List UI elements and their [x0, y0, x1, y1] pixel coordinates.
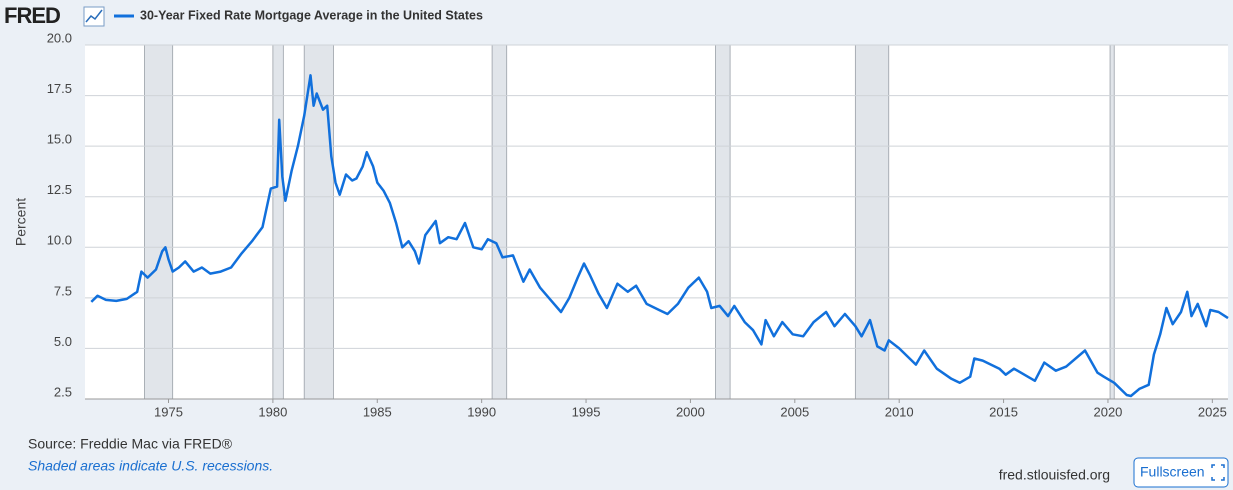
y-tick-label: 12.5	[47, 182, 72, 197]
fullscreen-button[interactable]: Fullscreen	[1133, 457, 1229, 488]
recession-band	[715, 44, 731, 400]
button-frame[interactable]	[1133, 457, 1229, 488]
logo-icon	[83, 6, 105, 27]
x-tick-label: 1975	[154, 404, 183, 419]
y-tick-label: 17.5	[47, 81, 72, 96]
x-tick-label: 1990	[467, 404, 496, 419]
y-tick-label: 10.0	[47, 233, 72, 248]
x-tick-label: 1985	[363, 404, 392, 419]
plot-area	[85, 45, 1228, 399]
recession-band	[854, 44, 890, 400]
y-tick-label: 7.5	[54, 283, 72, 298]
x-tick-label: 2005	[780, 404, 809, 419]
site: fred.stlouisfed.org	[999, 467, 1110, 483]
recession-band	[272, 44, 284, 400]
recession-band	[144, 44, 174, 400]
x-tick-label: 1995	[572, 404, 601, 419]
y-tick-label: 2.5	[54, 384, 72, 399]
series-line	[90, 74, 1229, 398]
x-tick-label: 2010	[885, 404, 914, 419]
button-label[interactable]: Fullscreen	[1140, 464, 1205, 480]
x-tick-label: 2025	[1198, 404, 1227, 419]
source: Source: Freddie Mac via FRED®	[28, 436, 233, 452]
y-tick-label: 15.0	[47, 132, 72, 147]
note: Shaded areas indicate U.S. recessions.	[28, 458, 273, 474]
y-axis-label: Percent	[13, 198, 29, 246]
x-tick-label: 1980	[258, 404, 287, 419]
legend-entry: 30-Year Fixed Rate Mortgage Average in t…	[140, 8, 483, 22]
x-tick-label: 2020	[1093, 404, 1122, 419]
recession-band	[491, 44, 508, 400]
recession-band	[1109, 44, 1115, 400]
x-tick-label: 2000	[676, 404, 705, 419]
y-tick-label: 20.0	[47, 30, 72, 45]
button-icon[interactable]	[1211, 464, 1225, 481]
y-tick-label: 5.0	[54, 334, 72, 349]
logo: FRED	[4, 3, 60, 28]
x-tick-label: 2015	[989, 404, 1018, 419]
